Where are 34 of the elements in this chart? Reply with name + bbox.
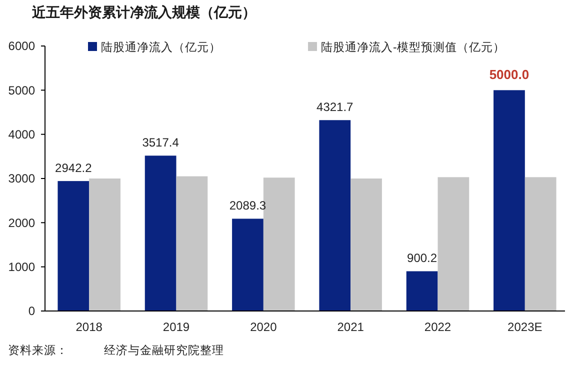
- bar: [89, 178, 120, 311]
- data-label: 2089.3: [229, 198, 266, 213]
- legend-label: 陆股通净流入（亿元）: [101, 40, 221, 54]
- x-tick-label: 2019: [162, 320, 190, 334]
- y-tick-label: 6000: [8, 39, 36, 54]
- x-tick-label: 2023E: [508, 320, 542, 334]
- y-tick-label: 2000: [8, 216, 36, 230]
- y-tick-label: 3000: [8, 172, 36, 186]
- y-tick-label: 0: [28, 304, 36, 318]
- bar: [494, 90, 525, 311]
- y-tick-label: 4000: [8, 128, 36, 142]
- data-label: 900.2: [407, 251, 438, 266]
- data-label: 2942.2: [55, 161, 92, 176]
- annotation: 5000.0: [489, 67, 530, 82]
- y-tick-label: 5000: [8, 83, 36, 98]
- bar: [406, 271, 438, 311]
- x-tick-label: 2020: [250, 320, 278, 334]
- data-label: 4321.7: [316, 100, 354, 114]
- bar: [319, 120, 351, 311]
- bar: [438, 177, 470, 311]
- x-tick-label: 2022: [424, 320, 452, 334]
- x-tick-label: 2018: [76, 320, 103, 334]
- chart-title: 近五年外资累计净流入规模（亿元）: [31, 4, 256, 20]
- x-tick-label: 2021: [337, 320, 364, 334]
- y-tick-label: 1000: [8, 260, 36, 274]
- bar: [524, 177, 556, 311]
- legend-label: 陆股通净流入-模型预测值（亿元）: [321, 40, 505, 54]
- text: 资料来源： 经济与金融研究院整理: [8, 343, 224, 357]
- bar: [232, 218, 264, 311]
- data-label: 3517.4: [142, 136, 180, 150]
- bar: [350, 178, 382, 311]
- bar: [58, 181, 90, 311]
- bar: [176, 176, 208, 311]
- bar: [144, 156, 176, 311]
